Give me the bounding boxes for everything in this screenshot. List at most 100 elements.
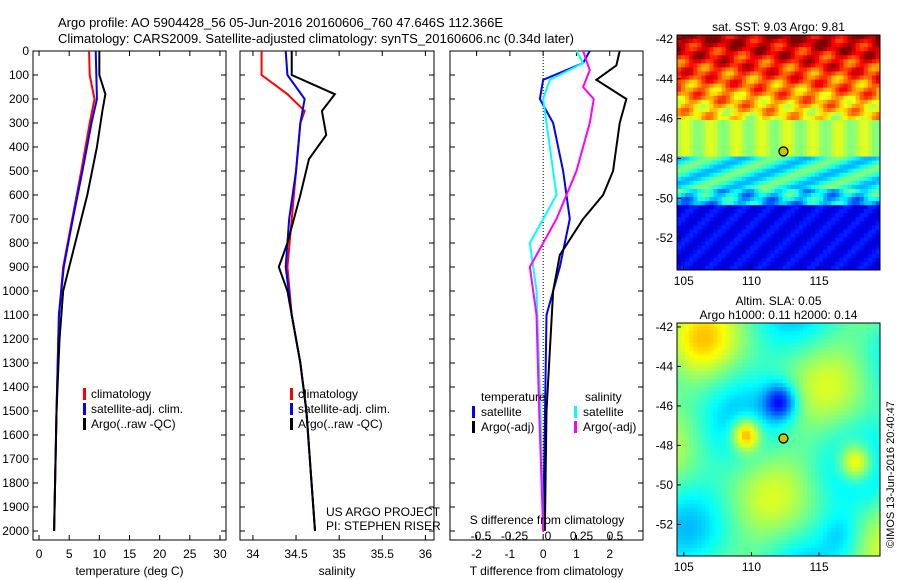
map-cell [705,128,710,133]
map-cell [689,209,694,214]
map-cell [681,229,686,235]
map-cell [875,156,881,162]
map-cell [806,443,812,449]
map-cell [847,327,853,332]
map-cell [786,335,792,340]
map-cell [790,51,796,56]
map-cell [766,233,771,239]
map-cell [798,168,804,174]
map-cell [713,176,719,182]
map-cell [778,395,784,400]
map-cell [855,197,861,202]
map-cell [843,111,849,117]
map-cell [831,257,836,263]
map-cell [717,407,723,412]
map-cell [705,423,710,428]
map-cell [863,253,869,259]
map-cell [713,71,719,77]
map-cell [754,39,759,44]
map-cell [709,411,715,416]
map-cell [774,359,779,364]
map-cell [794,233,800,239]
map-cell [746,335,751,340]
map-cell [774,83,779,89]
map-cell [754,241,759,247]
map-cell [843,399,849,404]
map-cell [835,144,840,149]
map-cell [839,128,844,133]
map-cell [863,120,869,125]
map-cell [847,136,853,141]
map-cell [741,63,747,68]
map-cell [806,451,812,457]
map-cell [766,43,771,48]
map-cell [790,39,796,44]
map-cell [758,407,763,412]
map-cell [823,447,828,453]
map-cell [823,55,828,60]
map-cell [737,355,743,360]
map-cell [847,140,853,145]
map-cell [746,363,751,368]
map-cell [689,144,694,149]
map-cell [778,91,784,97]
map-cell [802,43,808,48]
map-cell [815,459,820,465]
map-cell [782,261,788,267]
map-cell [774,351,779,356]
map-cell [685,205,690,210]
map-cell [798,391,804,396]
map-cell [689,180,694,186]
map-cell [786,225,792,230]
map-cell [831,160,836,166]
map-cell [733,132,739,137]
map-cell [721,439,727,445]
map-cell [806,463,812,469]
map-cell [839,363,844,368]
map-cell [806,237,812,243]
map-cell [794,184,800,190]
map-cell [810,201,816,206]
map-cell [871,87,877,93]
map-cell [705,91,710,97]
map-cell [689,111,694,117]
map-cell [681,411,686,416]
map-cell [701,407,706,412]
map-cell [758,140,763,145]
map-cell [851,331,857,336]
map-cell [741,415,747,420]
map-cell [754,463,759,469]
map-cell [701,124,706,129]
map-cell [798,225,804,230]
map-cell [697,59,702,64]
map-cell [823,359,828,364]
map-cell [746,367,751,372]
map-cell [798,229,804,235]
map-cell [717,351,723,356]
map-cell [685,164,690,170]
map-cell [782,59,788,64]
map-cell [790,120,796,125]
map-cell [725,156,731,162]
map-cell [843,359,849,364]
map-cell [790,451,796,457]
map-cell [746,124,751,129]
map-cell [729,351,735,356]
map-cell [827,103,832,109]
map-cell [847,343,853,348]
map-cell [774,71,779,77]
map-cell [823,67,828,72]
map-cell [689,197,694,202]
map-cell [810,225,816,230]
map-cell [677,439,682,445]
map-cell [737,120,743,125]
map-cell [851,205,857,210]
map-cell [681,107,686,113]
map-cell [806,403,812,408]
map-cell [863,79,869,85]
map-cell [778,423,784,428]
map-cell [806,335,812,340]
map-cell [843,75,849,81]
map-cell [782,375,788,380]
map-cell [806,156,812,162]
